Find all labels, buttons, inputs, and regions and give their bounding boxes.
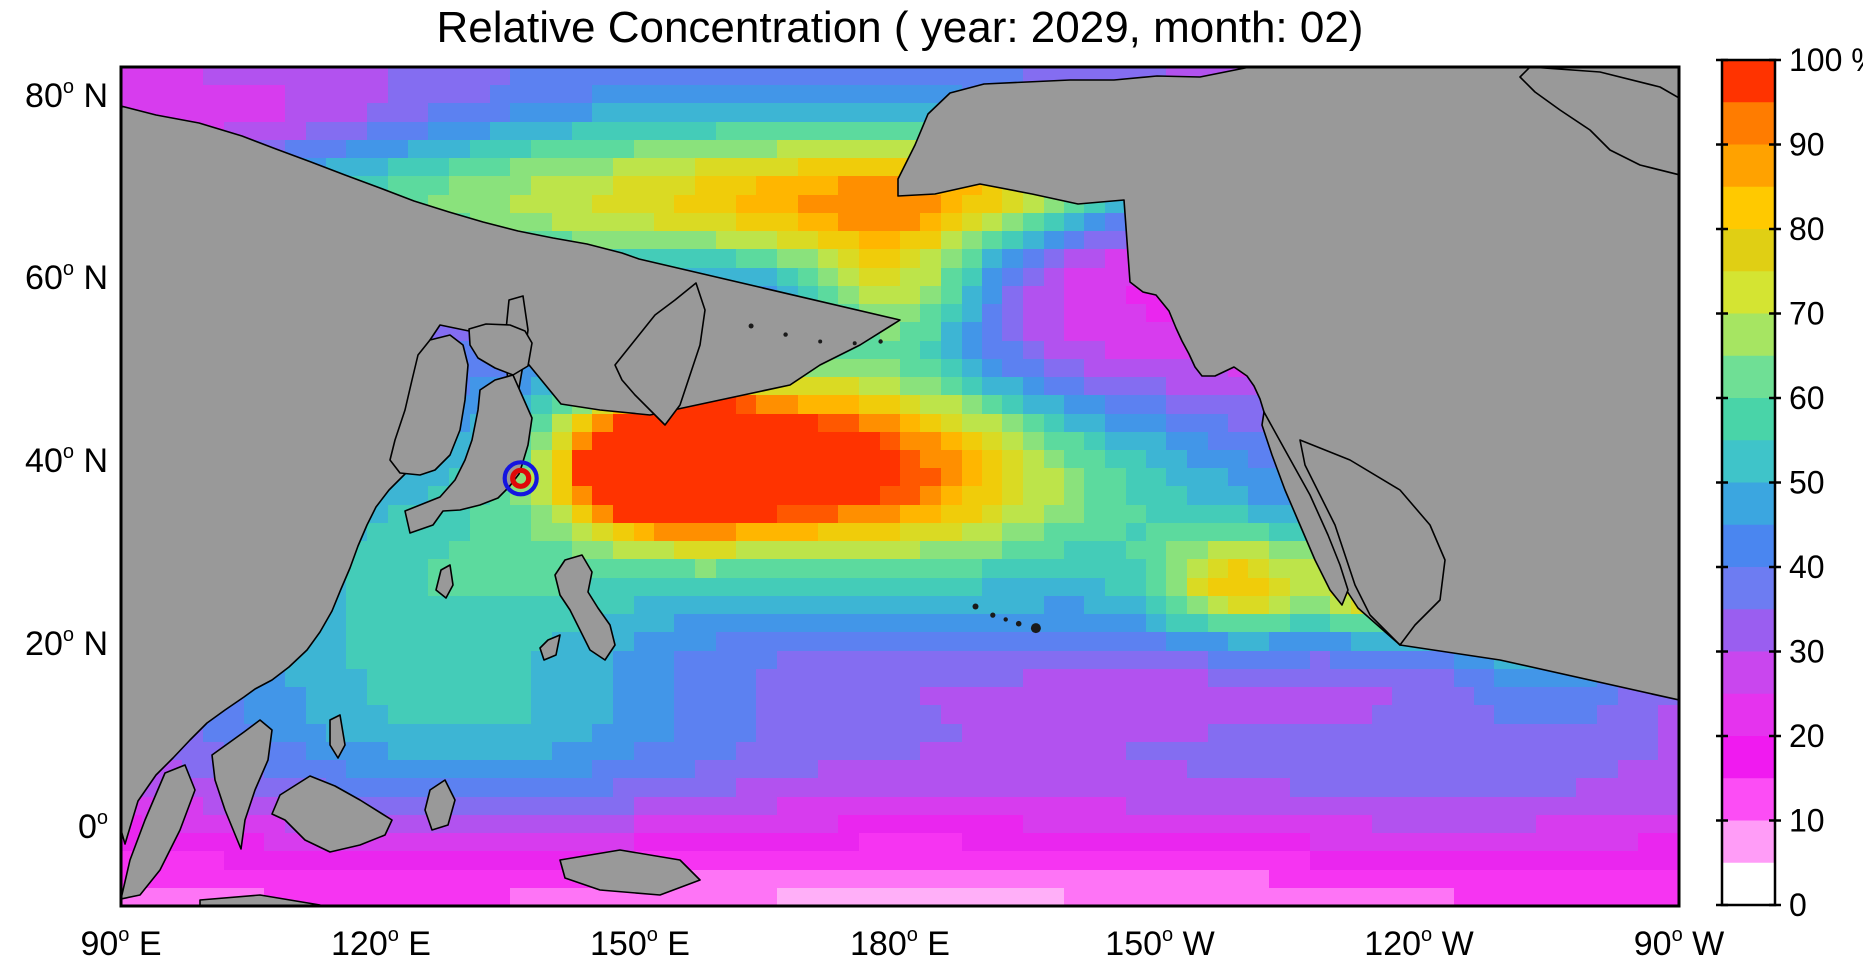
svg-text:30: 30: [1789, 634, 1825, 670]
svg-text:0o: 0o: [78, 807, 108, 846]
svg-text:80o N: 80o N: [25, 76, 108, 115]
svg-text:10: 10: [1789, 803, 1825, 839]
svg-text:120o E: 120o E: [331, 924, 431, 963]
svg-text:60: 60: [1789, 380, 1825, 416]
svg-text:120o W: 120o W: [1364, 924, 1473, 963]
svg-text:90: 90: [1789, 127, 1825, 163]
svg-text:60o N: 60o N: [25, 258, 108, 297]
svg-text:150o W: 150o W: [1105, 924, 1214, 963]
svg-text:70: 70: [1789, 296, 1825, 332]
svg-text:20o N: 20o N: [25, 624, 108, 663]
svg-text:40o N: 40o N: [25, 441, 108, 480]
svg-text:80: 80: [1789, 211, 1825, 247]
svg-text:100 %: 100 %: [1789, 42, 1863, 78]
svg-text:180o E: 180o E: [850, 924, 950, 963]
svg-text:0: 0: [1789, 887, 1807, 923]
svg-text:90o E: 90o E: [80, 924, 161, 963]
svg-text:20: 20: [1789, 718, 1825, 754]
svg-text:150o E: 150o E: [590, 924, 690, 963]
svg-text:90o W: 90o W: [1634, 924, 1725, 963]
svg-text:50: 50: [1789, 465, 1825, 501]
svg-text:Relative Concentration ( year:: Relative Concentration ( year: 2029, mon…: [437, 3, 1364, 52]
svg-text:40: 40: [1789, 549, 1825, 585]
